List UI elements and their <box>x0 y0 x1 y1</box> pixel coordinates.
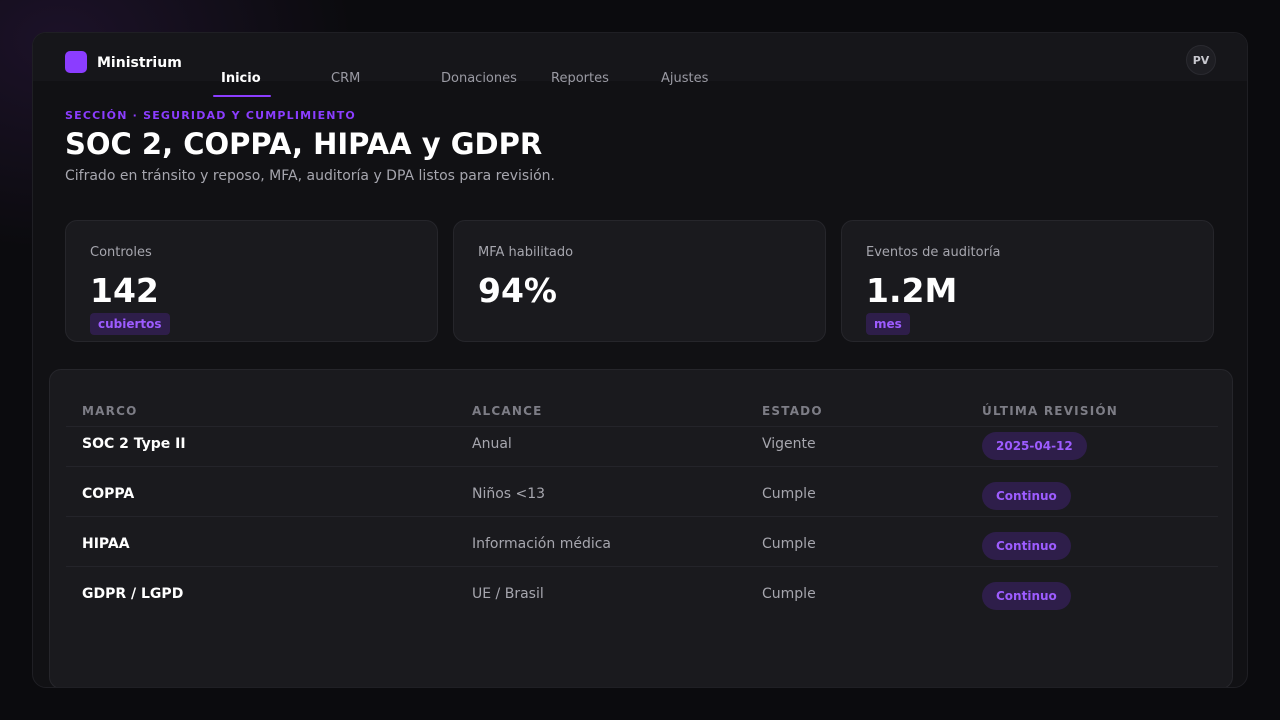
nav-item-ajustes[interactable]: Ajustes <box>661 71 709 86</box>
column-header-marco: MARCO <box>82 404 138 418</box>
stat-chip: cubiertos <box>90 313 170 335</box>
nav-item-crm[interactable]: CRM <box>331 71 361 86</box>
column-header-alcance: ALCANCE <box>472 404 543 418</box>
stat-card-controles: Controles 142 cubiertos <box>65 220 438 342</box>
stat-value: 1.2M <box>866 271 958 310</box>
cell-estado: Vigente <box>762 436 816 452</box>
nav-active-indicator <box>213 95 271 97</box>
compliance-table: MARCO ALCANCE ESTADO ÚLTIMA REVISIÓN SOC… <box>49 369 1233 687</box>
cell-estado: Cumple <box>762 586 816 602</box>
revision-badge: Continuo <box>982 532 1071 560</box>
stat-label: Controles <box>90 245 152 260</box>
row-divider <box>66 426 1218 427</box>
app-window: Ministrium Inicio CRM Donaciones Reporte… <box>32 32 1248 688</box>
cell-marco: HIPAA <box>82 536 130 552</box>
cell-alcance: UE / Brasil <box>472 586 544 602</box>
app-name: Ministrium <box>97 55 182 71</box>
nav-item-inicio[interactable]: Inicio <box>221 71 261 86</box>
row-divider <box>66 466 1218 467</box>
section-eyebrow: SECCIÓN · SEGURIDAD Y CUMPLIMIENTO <box>65 109 356 122</box>
user-avatar[interactable]: PV <box>1186 45 1216 75</box>
revision-badge: Continuo <box>982 482 1071 510</box>
revision-badge: Continuo <box>982 582 1071 610</box>
row-divider <box>66 566 1218 567</box>
stat-card-mfa: MFA habilitado 94% <box>453 220 826 342</box>
page-subtitle: Cifrado en tránsito y reposo, MFA, audit… <box>65 168 555 184</box>
row-divider <box>66 516 1218 517</box>
cell-estado: Cumple <box>762 536 816 552</box>
column-header-ultima-revision: ÚLTIMA REVISIÓN <box>982 404 1119 418</box>
stat-chip: mes <box>866 313 910 335</box>
cell-estado: Cumple <box>762 486 816 502</box>
app-logo-icon <box>65 51 87 73</box>
nav-item-reportes[interactable]: Reportes <box>551 71 609 86</box>
top-bar <box>33 33 1247 81</box>
cell-alcance: Anual <box>472 436 512 452</box>
cell-alcance: Información médica <box>472 536 612 552</box>
column-header-estado: ESTADO <box>762 404 823 418</box>
nav-item-donaciones[interactable]: Donaciones <box>441 71 517 86</box>
cell-marco: SOC 2 Type II <box>82 436 186 452</box>
revision-badge: 2025-04-12 <box>982 432 1087 460</box>
stat-label: MFA habilitado <box>478 245 574 260</box>
cell-marco: COPPA <box>82 486 135 502</box>
cell-alcance: Niños <13 <box>472 486 546 502</box>
cell-marco: GDPR / LGPD <box>82 586 184 602</box>
page-title: SOC 2, COPPA, HIPAA y GDPR <box>65 127 543 161</box>
stat-value: 142 <box>90 271 159 310</box>
stat-label: Eventos de auditoría <box>866 245 1001 260</box>
stat-value: 94% <box>478 271 557 310</box>
stat-card-auditoria: Eventos de auditoría 1.2M mes <box>841 220 1214 342</box>
